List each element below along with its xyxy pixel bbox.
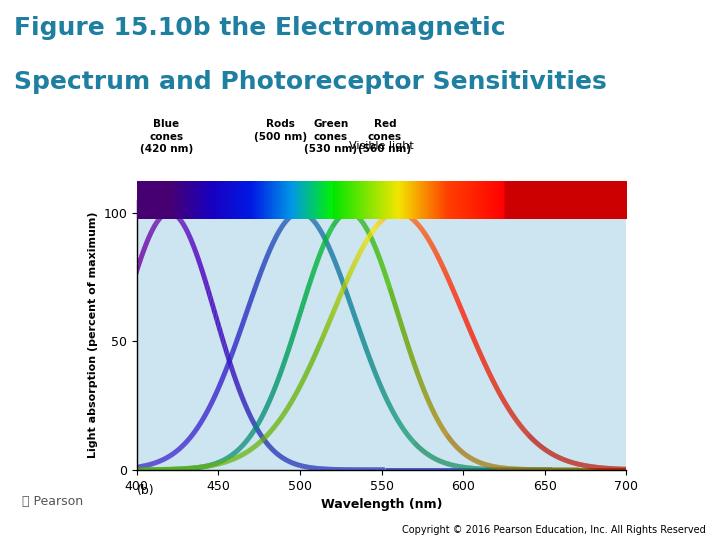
Text: Green
cones
(530 nm): Green cones (530 nm) [305, 119, 358, 154]
Text: Copyright © 2016 Pearson Education, Inc. All Rights Reserved: Copyright © 2016 Pearson Education, Inc.… [402, 524, 706, 535]
Text: Rods
(500 nm): Rods (500 nm) [254, 119, 307, 141]
Text: Blue
cones
(420 nm): Blue cones (420 nm) [140, 119, 193, 154]
Text: Red
cones
(560 nm): Red cones (560 nm) [359, 119, 411, 154]
Text: Ⓟ Pearson: Ⓟ Pearson [22, 495, 83, 508]
Text: (b): (b) [137, 484, 154, 497]
Text: Spectrum and Photoreceptor Sensitivities: Spectrum and Photoreceptor Sensitivities [14, 70, 607, 94]
Text: Visible light: Visible light [349, 140, 414, 151]
Text: Figure 15.10b the Electromagnetic: Figure 15.10b the Electromagnetic [14, 16, 506, 40]
X-axis label: Wavelength (nm): Wavelength (nm) [321, 498, 442, 511]
Y-axis label: Light absorption (percent of maximum): Light absorption (percent of maximum) [88, 212, 98, 458]
